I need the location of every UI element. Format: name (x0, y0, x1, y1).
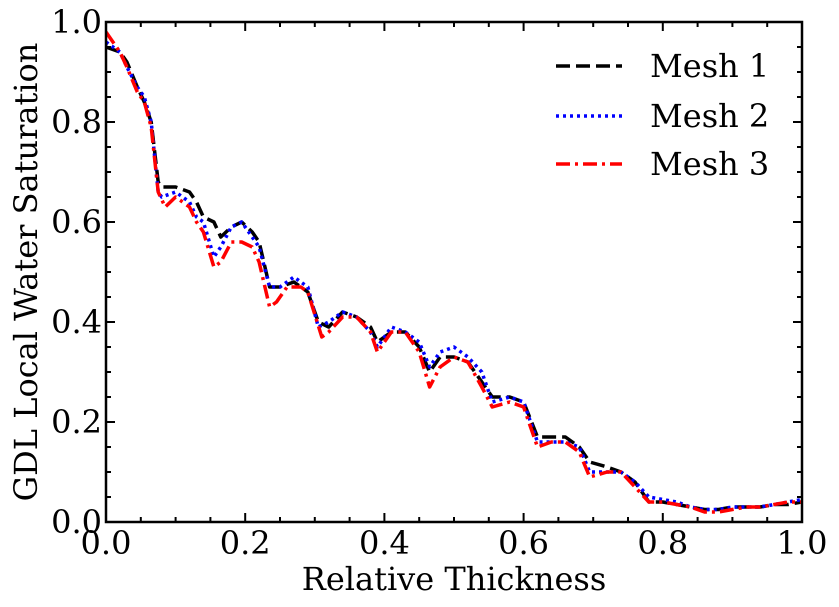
legend-label-mesh-3: Mesh 3 (650, 145, 769, 183)
x-axis-label: Relative Thickness (302, 560, 607, 598)
y-axis-label: GDL Local Water Saturation (7, 43, 45, 502)
x-tick-label: 0.6 (498, 524, 549, 562)
plot-frame (104, 20, 804, 524)
y-tick-label: 0.6 (51, 203, 102, 241)
x-tick-label: 0.4 (359, 524, 410, 562)
y-tick-label: 0.0 (51, 503, 102, 541)
y-tick-label: 0.8 (51, 103, 102, 141)
y-tick-label: 0.4 (51, 303, 102, 341)
legend: Mesh 1 Mesh 2 Mesh 3 (556, 47, 769, 183)
legend-label-mesh-1: Mesh 1 (650, 47, 769, 85)
y-tick-label: 1.0 (51, 3, 102, 41)
legend-label-mesh-2: Mesh 2 (650, 97, 769, 135)
x-tick-label: 0.8 (637, 524, 688, 562)
series-line-mesh-3 (106, 31, 802, 514)
y-tick-labels: 0.0 0.2 0.4 0.6 0.8 1.0 (51, 3, 102, 541)
series-line-mesh-2 (106, 40, 802, 512)
x-tick-label: 0.2 (220, 524, 271, 562)
x-tick-label: 1.0 (777, 524, 828, 562)
series-layer (106, 31, 802, 514)
y-tick-label: 0.2 (51, 403, 102, 441)
x-tick-label: 0.0 (81, 524, 132, 562)
x-tick-labels: 0.0 0.2 0.4 0.6 0.8 1.0 (81, 524, 828, 562)
